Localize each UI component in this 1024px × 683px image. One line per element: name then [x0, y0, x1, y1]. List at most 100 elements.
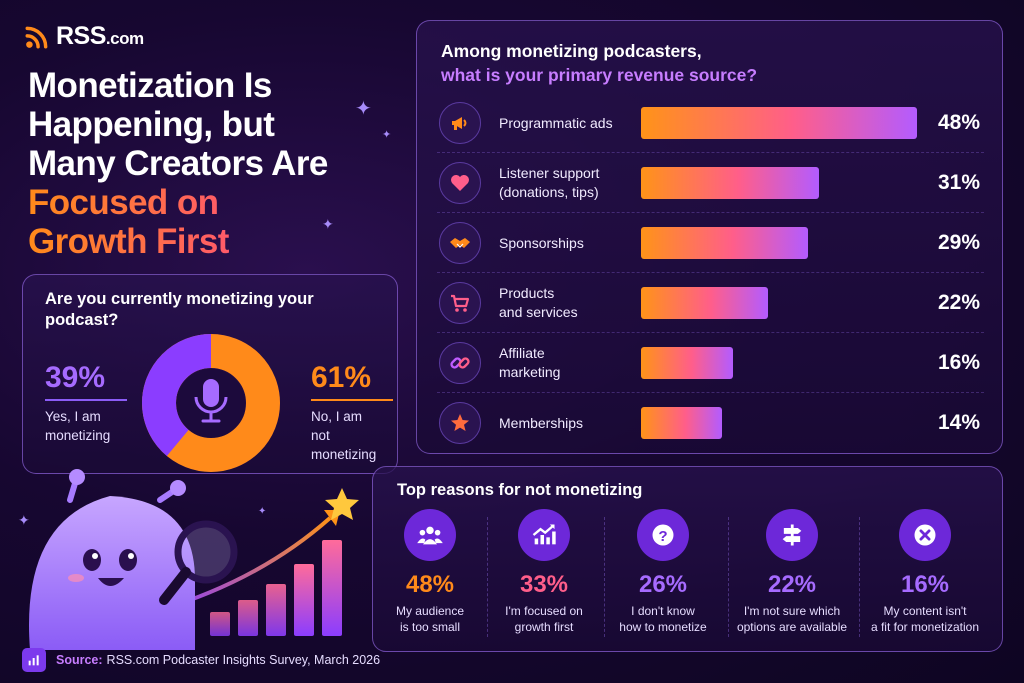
microphone-icon	[194, 379, 228, 423]
revenue-bar	[641, 167, 820, 199]
signpost-icon	[766, 509, 818, 561]
no-underline	[311, 399, 393, 401]
revenue-percent: 29%	[937, 231, 980, 254]
row-divider	[437, 332, 984, 333]
monetizing-question: Are you currently monetizing your podcas…	[45, 290, 314, 329]
revenue-percent: 48%	[937, 111, 980, 134]
link-icon	[439, 342, 481, 384]
row-divider	[437, 152, 984, 153]
sparkle-icon: ✦	[18, 512, 30, 528]
column-divider	[858, 517, 860, 637]
title-highlight-line: Growth First	[28, 222, 398, 261]
monetizing-donut-chart	[142, 334, 280, 472]
reason-item: 48% My audience is too small	[369, 509, 491, 649]
revenue-row: Memberships 14%	[417, 393, 1004, 453]
star-icon	[325, 488, 359, 520]
reason-label: I don't know how to monetize	[619, 604, 707, 634]
reason-label: My audience is too small	[395, 604, 465, 634]
reason-percent: 33%	[519, 571, 569, 598]
revenue-bar	[641, 287, 768, 319]
growth-bars	[210, 540, 342, 636]
reason-item: 16% My content isn't a fit for monetizati…	[864, 509, 986, 649]
reason-percent: 22%	[767, 571, 817, 598]
cart-icon	[439, 282, 481, 324]
revenue-label: Sponsorships	[499, 234, 584, 251]
revenue-row: Products and services 22%	[417, 273, 1004, 333]
reason-percent: 16%	[900, 571, 950, 598]
revenue-bar	[641, 107, 917, 139]
revenue-label: Memberships	[499, 414, 584, 431]
star-icon	[439, 402, 481, 444]
magnifier-icon	[159, 520, 238, 605]
people-icon	[404, 509, 456, 561]
question-icon: ?	[637, 509, 689, 561]
revenue-row: Sponsorships 29%	[417, 213, 1004, 273]
no-percent: 61%	[311, 361, 372, 394]
revenue-row: Listener support (donations, tips) 31%	[417, 153, 1004, 213]
row-divider	[437, 392, 984, 393]
revenue-label: Listener support (donations, tips)	[499, 165, 600, 200]
handshake-icon	[439, 222, 481, 264]
revenue-percent: 16%	[937, 351, 980, 374]
mascot-illustration	[29, 469, 359, 650]
page-title: Monetization Is Happening, but Many Crea…	[28, 66, 398, 261]
revenue-percent: 31%	[937, 171, 980, 194]
revenue-label: Products and services	[499, 285, 578, 320]
brand-logo: RSS.com	[24, 22, 144, 51]
revenue-percent: 14%	[937, 411, 980, 434]
donut-slice-yes	[142, 334, 280, 472]
revenue-bar	[641, 347, 733, 379]
monetizing-card: Are you currently monetizing your podcas…	[22, 274, 398, 474]
column-divider	[603, 517, 605, 637]
megaphone-icon	[439, 102, 481, 144]
column-divider	[487, 517, 488, 637]
title-line: Happening, but	[28, 105, 275, 144]
sparkle-icon: ✦	[322, 216, 334, 232]
source-key: Source:	[56, 653, 103, 667]
reason-item: 33% I'm focused on growth first	[483, 509, 605, 649]
title-highlight-line: Focused on	[28, 183, 398, 222]
no-label: No, I am not monetizing	[311, 409, 377, 462]
revenue-row: Affiliate marketing 16%	[417, 333, 1004, 393]
sparkle-icon: ✦	[382, 129, 392, 141]
reason-percent: 48%	[405, 571, 455, 598]
column-divider	[727, 517, 729, 637]
reason-label: I'm not sure which options are available	[736, 604, 848, 634]
reason-item: 22% I'm not sure which options are availa…	[731, 509, 853, 649]
reasons-title: Top reasons for not monetizing	[397, 481, 643, 499]
revenue-row: Programmatic ads 48%	[417, 93, 1004, 153]
revenue-bar	[641, 407, 722, 439]
revenue-title: Among monetizing podcasters, what is you…	[441, 39, 757, 87]
reason-item: ? 26% I don't know how to monetize	[602, 509, 724, 649]
sparkle-icon: ✦	[258, 506, 267, 517]
source-text: RSS.com Podcaster Insights Survey, March…	[106, 653, 381, 667]
mascot-character	[29, 469, 195, 650]
reasons-card: Top reasons for not monetizing 48% My aud…	[372, 466, 1003, 652]
reason-percent: 26%	[638, 571, 688, 598]
title-line: Many Creators Are	[28, 144, 328, 183]
chart-icon	[22, 648, 46, 672]
svg-text:?: ?	[658, 528, 667, 545]
revenue-percent: 22%	[937, 291, 980, 314]
growth-chart-icon	[518, 509, 570, 561]
reason-label: My content isn't a fit for monetization	[870, 604, 980, 634]
revenue-title-line: Among monetizing podcasters,	[441, 41, 702, 61]
title-line: Monetization Is	[28, 66, 272, 105]
revenue-label: Affiliate marketing	[499, 345, 561, 380]
sparkle-icon: ✦	[355, 98, 372, 120]
revenue-card: Among monetizing podcasters, what is you…	[416, 20, 1003, 454]
rss-icon	[25, 26, 48, 48]
revenue-label: Programmatic ads	[499, 114, 613, 131]
row-divider	[437, 212, 984, 213]
revenue-subtitle: what is your primary revenue source?	[441, 65, 758, 85]
brand-name: RSS.com	[56, 22, 144, 50]
yes-underline	[45, 399, 127, 401]
revenue-bar	[641, 227, 808, 259]
yes-percent: 39%	[45, 361, 106, 394]
x-circle-icon	[899, 509, 951, 561]
source-footer: Source: RSS.com Podcaster Insights Surve…	[22, 648, 380, 672]
row-divider	[437, 272, 984, 273]
heart-icon	[439, 162, 481, 204]
reason-label: I'm focused on growth first	[505, 604, 583, 634]
yes-label: Yes, I am monetizing	[45, 409, 111, 443]
